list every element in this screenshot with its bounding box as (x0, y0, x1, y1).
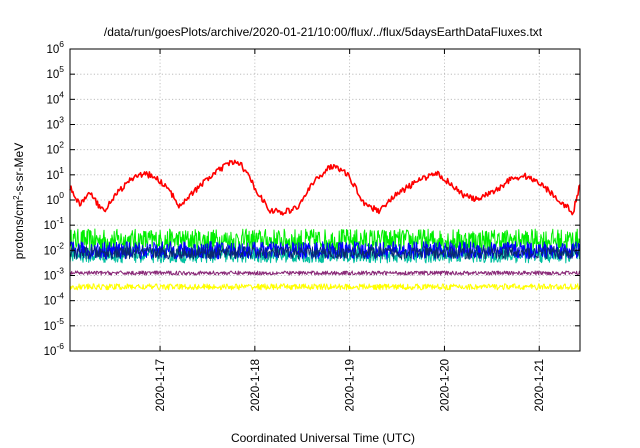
y-tick-label: 101 (46, 165, 64, 182)
y-tick-base: 10 (44, 346, 57, 358)
y-tick-label: 104 (46, 89, 64, 106)
x-tick-label: 2020-1-17 (155, 359, 167, 411)
y-tick-label: 10-3 (44, 266, 65, 283)
chart-title: /data/run/goesPlots/archive/2020-01-21/1… (104, 25, 543, 39)
y-tick-exp: 2 (59, 140, 64, 150)
y-axis-label-base: protons/cm (12, 200, 26, 259)
y-tick-base: 10 (46, 145, 59, 157)
y-tick-base: 10 (46, 94, 59, 106)
y-tick-label: 10-2 (44, 240, 65, 257)
y-tick-base: 10 (44, 321, 57, 333)
y-tick-base: 10 (46, 44, 59, 56)
series-line (69, 159, 581, 216)
y-axis-label: protons/cm2-s-sr-MeV (12, 143, 27, 259)
y-tick-exp: 1 (59, 165, 64, 175)
y-tick-exp: 0 (59, 190, 64, 200)
x-tick-label: 2020-1-18 (250, 359, 262, 411)
y-axis-ticks: 10610510410310210110010-110-210-310-410-… (44, 39, 580, 358)
y-tick-base: 10 (44, 245, 57, 257)
y-tick-label: 105 (46, 64, 64, 81)
y-tick-label: 10-6 (44, 341, 65, 358)
y-tick-label: 102 (46, 140, 64, 157)
x-tick-label: 2020-1-20 (439, 359, 451, 411)
y-tick-label: 106 (46, 39, 64, 56)
y-tick-base: 10 (46, 120, 59, 132)
grid-lines (70, 49, 580, 351)
y-tick-exp: -5 (56, 316, 64, 326)
series-line (69, 283, 581, 291)
y-tick-exp: -1 (56, 215, 64, 225)
y-tick-exp: -6 (56, 341, 64, 351)
y-tick-label: 103 (46, 115, 64, 132)
x-axis-label: Coordinated Universal Time (UTC) (231, 431, 415, 445)
y-axis-label-rest: -s-sr-MeV (12, 143, 26, 196)
data-series (69, 159, 581, 291)
y-tick-base: 10 (44, 296, 57, 308)
series-line (69, 228, 581, 252)
y-tick-exp: -2 (56, 240, 64, 250)
y-tick-label: 10-4 (44, 291, 65, 308)
x-tick-label: 2020-1-21 (534, 359, 546, 411)
x-tick-label: 2020-1-19 (345, 359, 357, 411)
y-tick-label: 100 (46, 190, 64, 207)
series-line (69, 246, 581, 260)
y-tick-label: 10-5 (44, 316, 65, 333)
y-tick-base: 10 (46, 170, 59, 182)
y-tick-label: 10-1 (44, 215, 65, 232)
y-tick-base: 10 (46, 195, 59, 207)
y-tick-exp: 4 (59, 89, 64, 99)
y-tick-exp: 3 (59, 115, 64, 125)
y-tick-base: 10 (46, 69, 59, 81)
y-tick-exp: 5 (59, 64, 64, 74)
y-axis-label-sup: 2 (12, 195, 21, 200)
y-tick-exp: 6 (59, 39, 64, 49)
y-tick-base: 10 (44, 271, 57, 283)
x-axis-ticks: 2020-1-17 2020-1-18 2020-1-19 2020-1-20 2020… (155, 49, 546, 411)
y-tick-exp: -3 (56, 266, 64, 276)
series-line (69, 270, 581, 276)
y-tick-base: 10 (44, 220, 57, 232)
y-tick-exp: -4 (56, 291, 64, 301)
